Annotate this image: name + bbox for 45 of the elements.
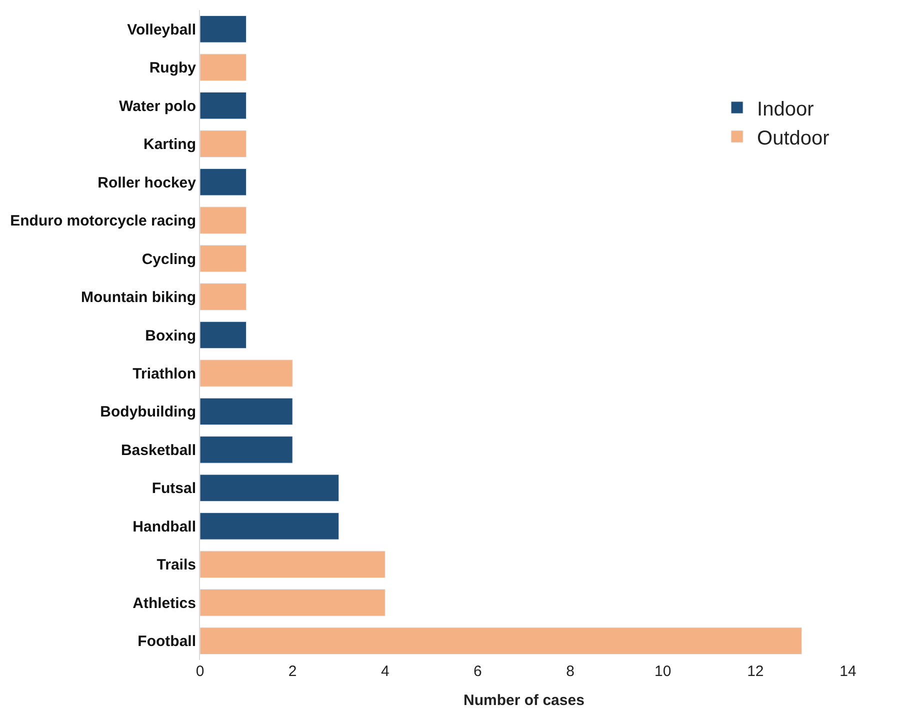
- y-tick-label: Athletics: [132, 594, 196, 612]
- y-tick-label: Mountain biking: [81, 289, 196, 306]
- x-tick-label: 10: [654, 663, 672, 680]
- bar: [200, 627, 802, 655]
- y-tick-label: Handball: [132, 518, 196, 536]
- bar: [200, 474, 340, 502]
- legend-label: Indoor: [757, 98, 814, 120]
- y-tick-label: Volleyball: [127, 21, 196, 38]
- bar: [200, 360, 293, 387]
- x-tick-label: 14: [840, 663, 856, 680]
- bar: [200, 92, 247, 120]
- bar: [200, 589, 386, 616]
- y-tick-label: Triathlon: [132, 365, 196, 382]
- y-tick-label: Futsal: [152, 480, 196, 498]
- bar: [200, 206, 247, 234]
- y-tick-label: Cycling: [142, 250, 196, 268]
- x-tick-label: 6: [474, 663, 482, 680]
- y-tick-label: Roller hockey: [98, 174, 197, 192]
- y-tick-label: Trails: [156, 556, 196, 574]
- x-tick-label: 12: [747, 663, 764, 680]
- y-tick-label: Water polo: [119, 98, 196, 115]
- x-tick-label: 8: [566, 663, 574, 680]
- y-tick-label: Rugby: [149, 60, 197, 77]
- y-tick-label: Basketball: [120, 442, 196, 459]
- legend-label: Outdoor: [757, 127, 830, 150]
- bar: [200, 398, 293, 426]
- x-tick-label: 4: [380, 663, 390, 680]
- y-tick-label: Bodybuilding: [100, 404, 196, 421]
- bar: [200, 244, 247, 272]
- bar: [200, 321, 247, 349]
- bar: [200, 283, 247, 310]
- x-tick-label: 2: [288, 663, 297, 680]
- x-axis-title: Number of cases: [464, 692, 584, 709]
- x-tick-label: 0: [196, 663, 204, 680]
- bar: [200, 168, 247, 196]
- bar: [200, 130, 247, 158]
- bar: [200, 512, 340, 540]
- y-tick-label: Enduro motorcycle racing: [10, 212, 196, 230]
- bar: [200, 15, 247, 43]
- y-tick-label: Football: [138, 633, 196, 650]
- bar: [200, 550, 386, 578]
- bar: [200, 54, 247, 81]
- bar: [200, 436, 293, 464]
- y-tick-label: Boxing: [145, 327, 196, 344]
- y-tick-label: Karting: [144, 136, 196, 154]
